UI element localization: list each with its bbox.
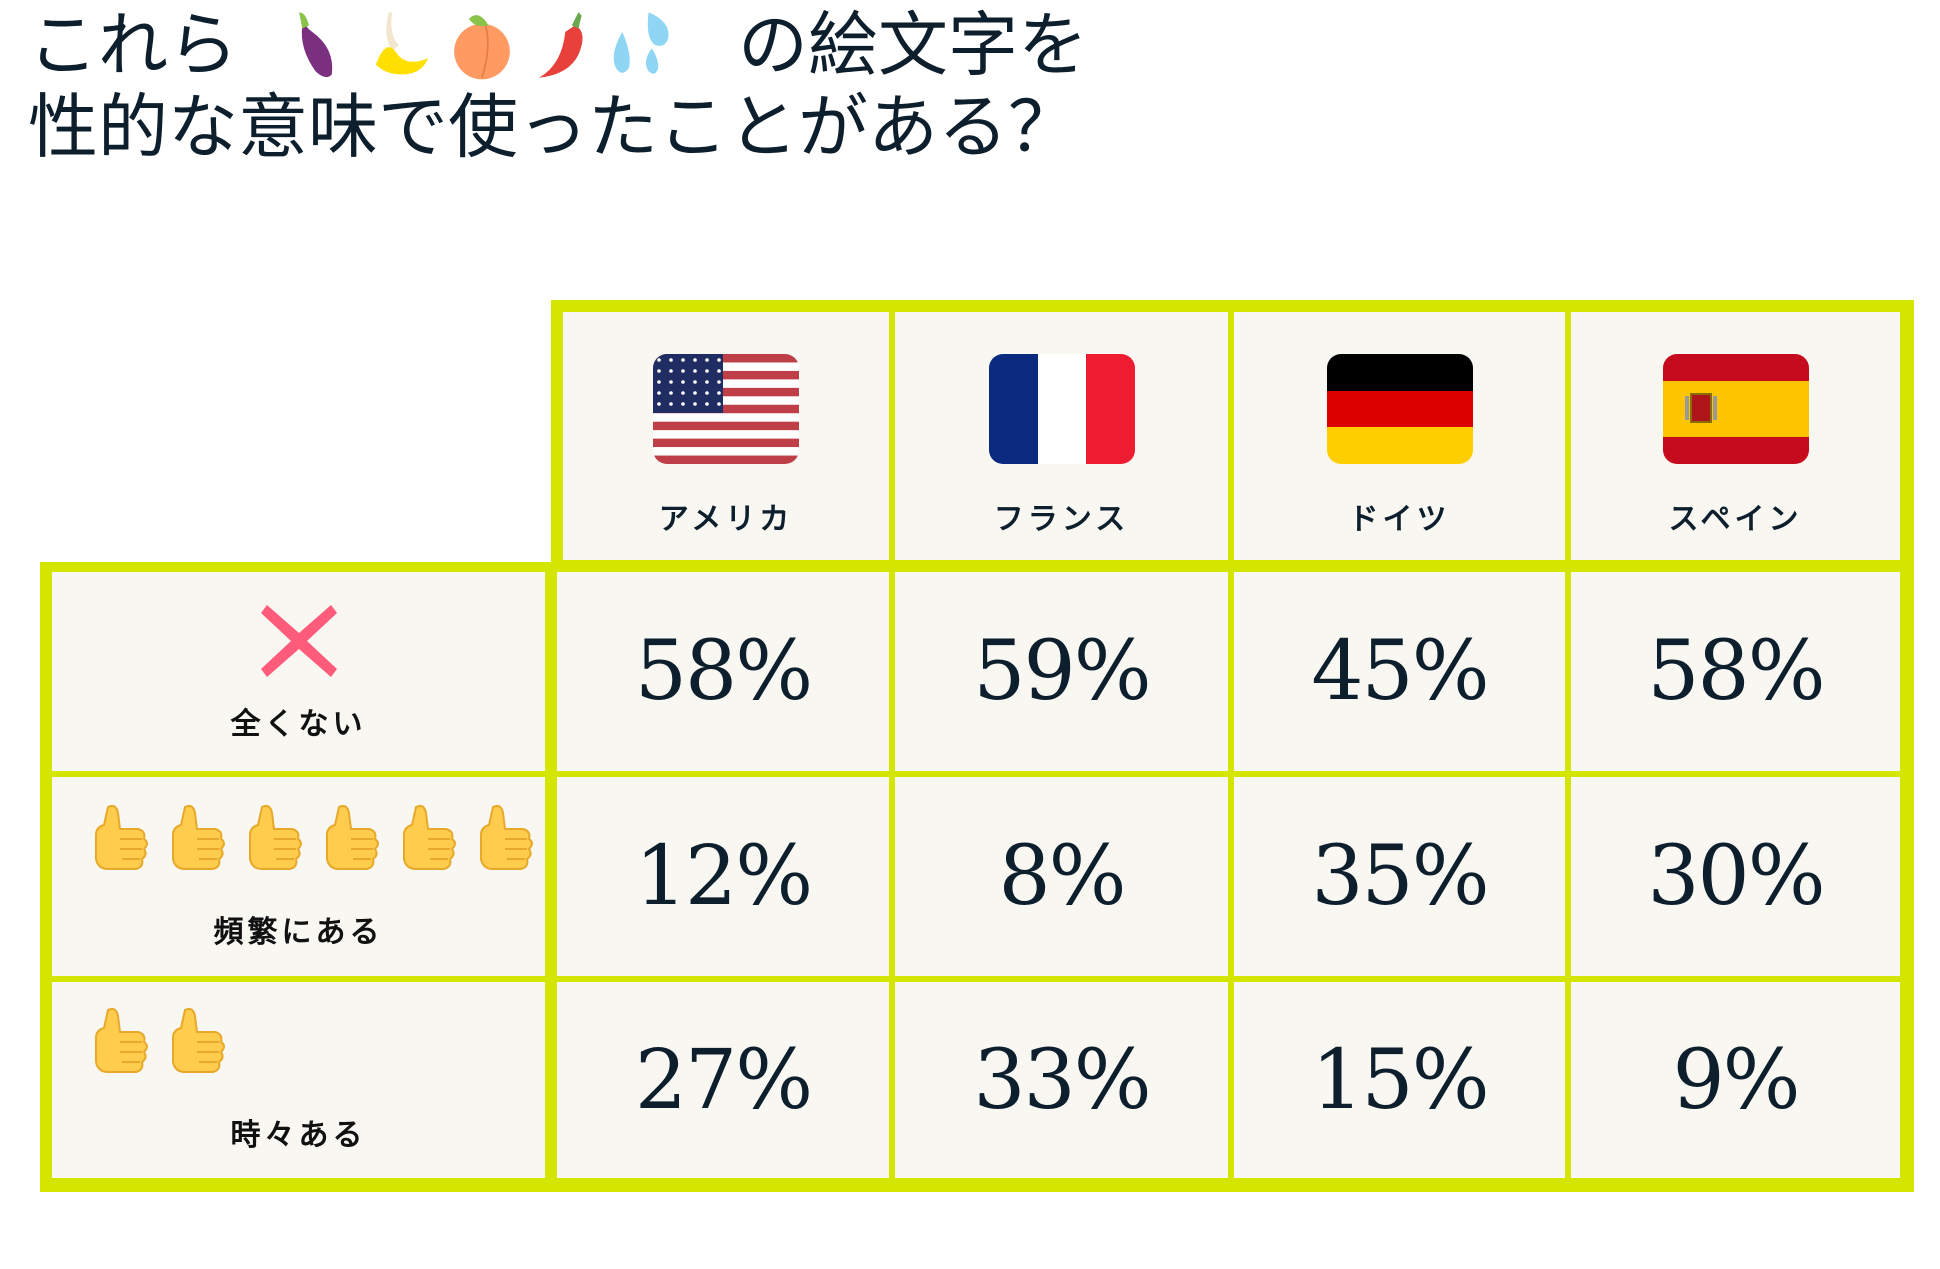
percentage-value: 58% <box>634 624 813 719</box>
title-text-end: の絵文字を <box>738 4 1088 86</box>
value-cell: 30% <box>1571 777 1900 976</box>
title-text-start: これら <box>28 4 238 86</box>
column-header: アメリカ <box>563 312 889 560</box>
percentage-value: 35% <box>1311 829 1489 924</box>
country-label: ドイツ <box>1348 502 1451 537</box>
row-label: 頻繁にある <box>213 914 384 950</box>
row-header: 全くない <box>52 572 545 771</box>
value-cell: 59% <box>895 572 1228 771</box>
thumbs-up-group <box>94 1006 225 1084</box>
eggplant-icon <box>299 12 333 78</box>
peach-icon <box>454 15 510 80</box>
country-label: スペイン <box>1668 502 1803 537</box>
percentage-value: 12% <box>634 829 813 924</box>
value-cell: 9% <box>1571 982 1900 1178</box>
country-label: アメリカ <box>658 502 794 537</box>
banana-icon <box>375 12 429 75</box>
germany-flag-icon <box>1326 354 1473 468</box>
row-label: 全くない <box>230 706 367 742</box>
percentage-value: 9% <box>1672 1032 1800 1128</box>
percentage-value: 8% <box>998 829 1126 924</box>
sweat-droplets-icon <box>613 12 669 74</box>
value-cell: 58% <box>557 572 889 771</box>
thumbs-up-icon <box>171 1006 225 1084</box>
thumbs-up-icon <box>171 803 225 881</box>
column-header: ドイツ <box>1234 312 1565 560</box>
value-cell: 8% <box>895 777 1228 976</box>
value-cell: 45% <box>1234 572 1565 771</box>
column-header: スペイン <box>1571 312 1900 560</box>
row-header: 時々ある <box>52 982 545 1178</box>
percentage-value: 30% <box>1647 829 1825 924</box>
title-line-2: 性的な意味で使ったことがある？ <box>28 86 1078 168</box>
percentage-value: 45% <box>1311 624 1489 719</box>
column-header: フランス <box>895 312 1228 560</box>
value-cell: 15% <box>1234 982 1565 1178</box>
hot-pepper-icon <box>539 12 583 78</box>
thumbs-up-group <box>94 803 533 881</box>
percentage-value: 27% <box>634 1032 813 1128</box>
percentage-value: 58% <box>1647 624 1825 719</box>
thumbs-up-icon <box>94 803 148 881</box>
cross-icon <box>259 601 339 685</box>
value-cell: 33% <box>895 982 1228 1178</box>
page-title: これら の絵文字を 性的な意味で使ったことがある？ <box>28 4 1088 168</box>
thumbs-up-icon <box>325 803 379 881</box>
value-cell: 27% <box>557 982 889 1178</box>
row-header: 頻繁にある <box>52 777 545 976</box>
title-line-1: これら の絵文字を <box>28 4 1088 86</box>
thumbs-up-icon <box>402 803 456 881</box>
us-flag-icon <box>653 354 799 468</box>
row-label: 時々ある <box>230 1118 367 1153</box>
thumbs-up-icon <box>94 1006 148 1084</box>
value-cell: 58% <box>1571 572 1900 771</box>
country-label: フランス <box>993 502 1130 537</box>
percentage-value: 33% <box>973 1032 1151 1128</box>
spain-flag-icon <box>1662 354 1809 468</box>
value-cell: 35% <box>1234 777 1565 976</box>
thumbs-up-icon <box>479 803 533 881</box>
value-cell: 12% <box>557 777 889 976</box>
thumbs-up-icon <box>248 803 302 881</box>
percentage-value: 59% <box>973 624 1151 719</box>
france-flag-icon <box>988 354 1135 468</box>
percentage-value: 15% <box>1311 1032 1489 1128</box>
